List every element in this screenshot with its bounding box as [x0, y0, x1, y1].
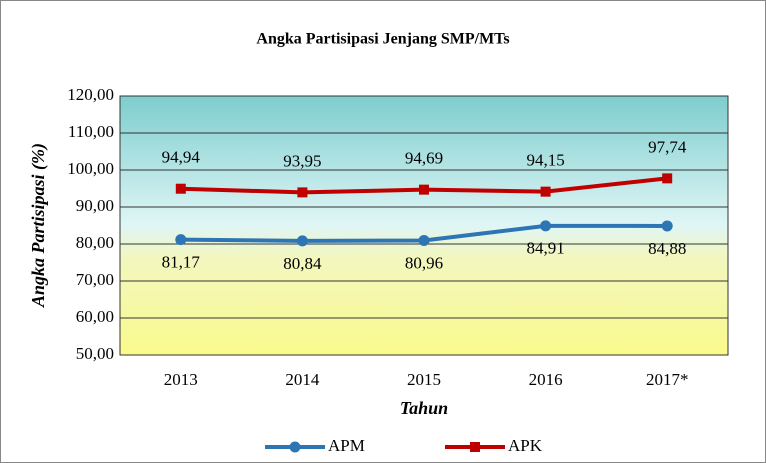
point: [540, 220, 552, 232]
point: [540, 186, 551, 197]
data-label: 84,91: [526, 239, 564, 258]
y-tick-label: 60,00: [76, 307, 114, 326]
point: [419, 184, 429, 195]
point: [297, 187, 308, 198]
x-tick-label: 2016: [529, 370, 563, 389]
point: [661, 220, 673, 232]
point: [175, 234, 187, 246]
x-tick-label: 2017*: [646, 370, 689, 389]
x-axis-title: Tahun: [400, 398, 448, 418]
data-label: 94,15: [526, 151, 564, 170]
y-tick-label: 100,00: [67, 159, 114, 178]
x-tick-label: 2013: [164, 370, 198, 389]
chart-title: Angka Partisipasi Jenjang SMP/MTs: [256, 31, 509, 48]
y-tick-label: 110,00: [68, 122, 114, 141]
point: [175, 183, 186, 194]
legend-label: APK: [508, 436, 543, 455]
data-label: 97,74: [648, 137, 687, 156]
y-tick-label: 70,00: [76, 270, 114, 289]
x-tick-label: 2014: [285, 370, 320, 389]
data-label: 93,95: [283, 151, 321, 170]
data-label: 80,84: [283, 254, 322, 273]
data-label: 81,17: [162, 253, 201, 272]
point: [418, 234, 430, 246]
data-label: 94,69: [405, 149, 443, 168]
y-axis-title: Angka Partisipasi (%): [28, 143, 49, 308]
y-tick-label: 120,00: [67, 85, 114, 104]
point: [662, 173, 673, 184]
y-tick-label: 90,00: [76, 196, 114, 215]
y-tick-label: 50,00: [76, 344, 114, 363]
data-label: 80,96: [405, 253, 443, 272]
data-label: 94,94: [162, 148, 201, 167]
data-label: 84,88: [648, 239, 686, 258]
legend-marker: [289, 441, 301, 453]
x-tick-label: 2015: [407, 370, 441, 389]
legend-marker: [470, 442, 480, 452]
legend-label: APM: [328, 436, 365, 455]
point: [296, 235, 308, 247]
plot-border: [119, 95, 729, 356]
y-tick-label: 80,00: [76, 233, 114, 252]
